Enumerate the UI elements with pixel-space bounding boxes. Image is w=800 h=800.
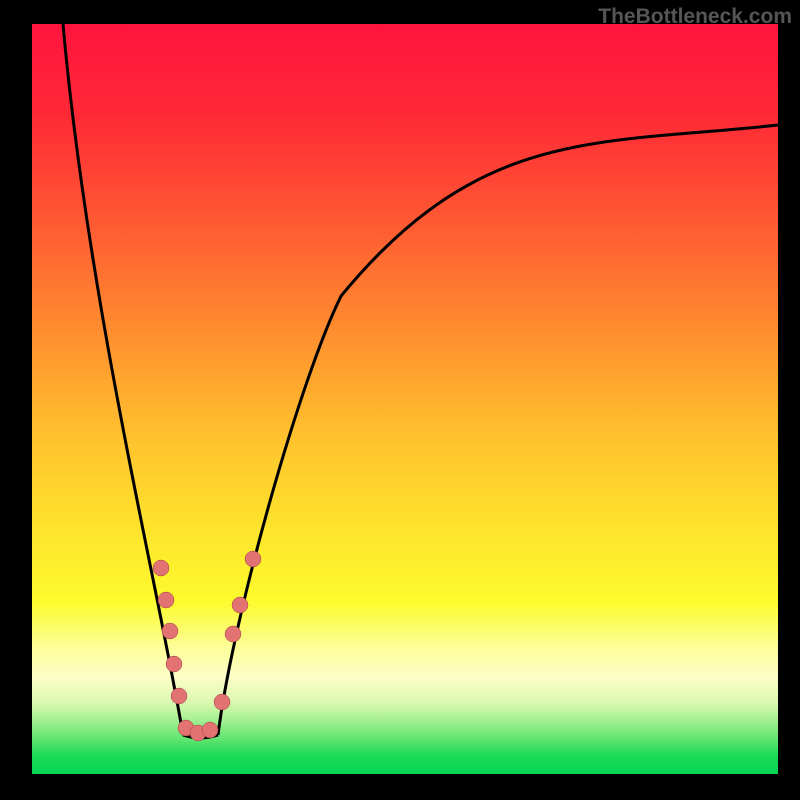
data-marker	[245, 551, 261, 567]
data-marker	[166, 656, 182, 672]
data-marker	[162, 623, 178, 639]
data-marker	[171, 688, 187, 704]
watermark-text: TheBottleneck.com	[598, 5, 792, 29]
data-marker	[158, 592, 174, 608]
data-marker	[214, 694, 230, 710]
data-marker	[225, 626, 241, 642]
data-marker	[153, 560, 169, 576]
bottleneck-chart	[0, 0, 800, 800]
data-marker	[202, 722, 218, 738]
data-marker	[232, 597, 248, 613]
